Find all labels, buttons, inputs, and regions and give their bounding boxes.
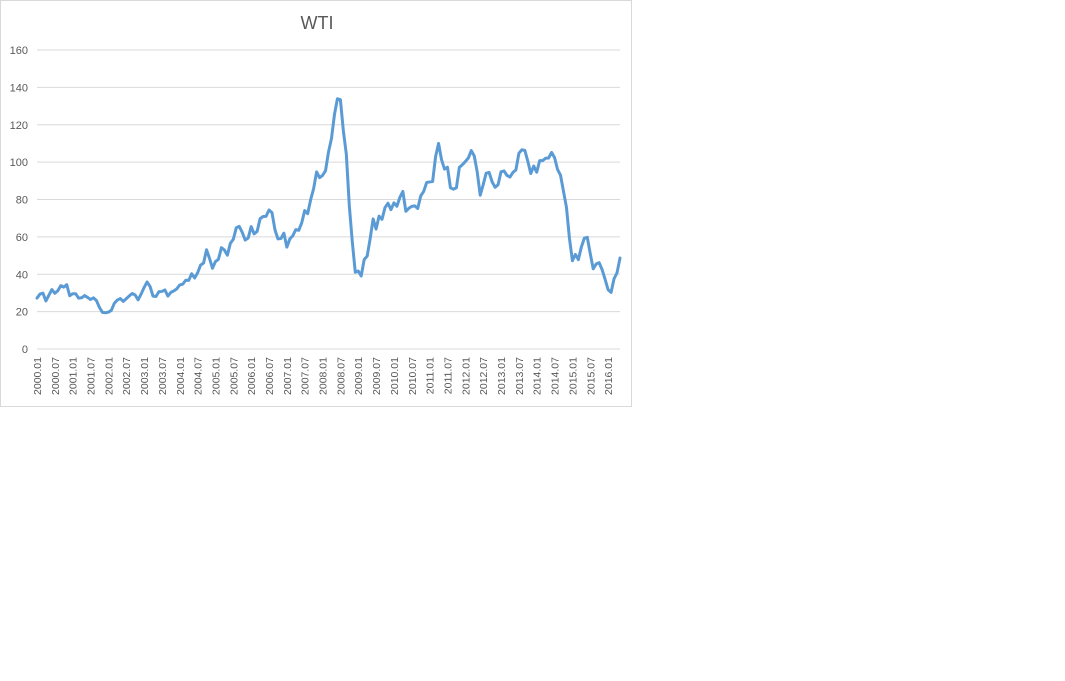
y-axis-tick-labels: 0 20 40 60 80 100 120 140 160 [10, 45, 28, 356]
x-tick-label: 2011.01 [425, 357, 437, 394]
wti-series-line [35, 97, 622, 315]
gridlines [37, 49, 620, 350]
x-tick-label: 2010.01 [389, 357, 401, 395]
x-tick-label: 2015.01 [567, 357, 579, 395]
x-tick-label: 2003.07 [157, 357, 169, 395]
x-tick-label: 2004.01 [175, 357, 187, 395]
x-tick-label: 2016.01 [603, 357, 615, 395]
chart-area: WTI 0 20 40 60 80 100 120 140 160 2000.01 2000.07… [0, 0, 632, 407]
y-tick-label: 100 [10, 157, 28, 169]
x-tick-label: 2007.07 [300, 357, 312, 395]
x-tick-label: 2005.07 [228, 357, 240, 395]
x-tick-label: 2002.07 [121, 357, 133, 395]
x-tick-label: 2001.01 [68, 357, 80, 395]
y-tick-label: 60 [16, 232, 28, 244]
y-tick-label: 80 [16, 195, 28, 207]
y-tick-label: 140 [10, 82, 28, 94]
x-tick-label: 2006.07 [264, 357, 276, 395]
y-tick-label: 20 [16, 307, 28, 319]
x-tick-label: 2000.07 [50, 357, 62, 395]
x-axis-tick-labels: 2000.01 2000.07 2001.01 2001.07 2002.01 2002.… [32, 357, 615, 395]
x-tick-label: 2002.01 [103, 357, 115, 395]
x-tick-label: 2009.07 [371, 357, 383, 395]
x-tick-label: 2013.01 [496, 357, 508, 395]
chart-title: WTI [301, 13, 334, 33]
x-tick-label: 2001.07 [86, 357, 98, 395]
x-tick-label: 2003.01 [139, 357, 151, 395]
x-tick-label: 2000.01 [32, 357, 44, 395]
x-tick-label: 2004.07 [193, 357, 205, 395]
y-tick-label: 120 [10, 120, 28, 132]
x-tick-label: 2013.07 [514, 357, 526, 395]
x-tick-label: 2006.01 [246, 357, 258, 395]
x-tick-label: 2012.01 [460, 357, 472, 395]
y-tick-label: 160 [10, 45, 28, 57]
y-tick-label: 40 [16, 269, 28, 281]
x-tick-label: 2014.07 [550, 357, 562, 395]
y-tick-label: 0 [22, 344, 28, 356]
x-tick-label: 2005.01 [210, 357, 222, 395]
x-tick-label: 2012.07 [478, 357, 490, 395]
x-tick-label: 2008.01 [318, 357, 330, 395]
series-layer [35, 97, 622, 315]
x-tick-label: 2010.07 [407, 357, 419, 395]
x-tick-label: 2008.07 [335, 357, 347, 395]
x-tick-label: 2007.01 [282, 357, 294, 395]
x-tick-label: 2009.01 [353, 357, 365, 395]
x-tick-label: 2015.07 [585, 357, 597, 395]
x-tick-label: 2011.07 [442, 357, 454, 394]
wti-line-chart: WTI 0 20 40 60 80 100 120 140 160 2000.01 2000.07… [10, 13, 622, 395]
x-tick-label: 2014.01 [532, 357, 544, 395]
